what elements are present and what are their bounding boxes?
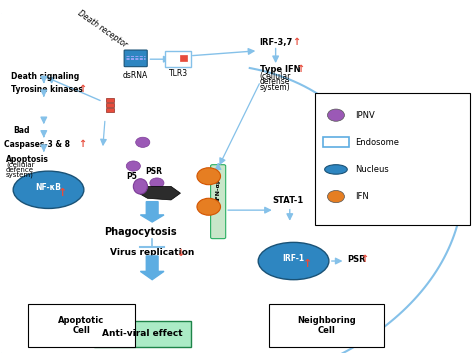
Text: IRF-1: IRF-1 bbox=[283, 254, 305, 263]
Circle shape bbox=[150, 178, 164, 188]
Text: PSR: PSR bbox=[348, 255, 366, 264]
Text: ↑: ↑ bbox=[360, 254, 369, 264]
FancyBboxPatch shape bbox=[323, 137, 349, 147]
Text: (cellular: (cellular bbox=[260, 72, 291, 81]
FancyArrow shape bbox=[140, 256, 164, 280]
Ellipse shape bbox=[13, 171, 84, 209]
Text: ↓: ↓ bbox=[176, 247, 184, 258]
Circle shape bbox=[328, 190, 345, 203]
Text: ↑: ↑ bbox=[296, 64, 304, 74]
Text: defense: defense bbox=[260, 78, 290, 86]
Text: Phagocytosis: Phagocytosis bbox=[104, 227, 177, 237]
Circle shape bbox=[328, 109, 345, 121]
Text: (cellular: (cellular bbox=[6, 162, 35, 168]
Text: Apoptotic
Cell: Apoptotic Cell bbox=[58, 316, 105, 335]
Text: Type IFN: Type IFN bbox=[260, 65, 300, 74]
Text: IFN: IFN bbox=[355, 192, 369, 201]
FancyBboxPatch shape bbox=[210, 165, 226, 239]
Text: dsRNA: dsRNA bbox=[123, 71, 148, 80]
Text: Bad: Bad bbox=[13, 126, 30, 135]
FancyBboxPatch shape bbox=[124, 50, 147, 67]
Text: ↑: ↑ bbox=[303, 259, 312, 269]
FancyBboxPatch shape bbox=[269, 304, 384, 347]
Text: Virus replication: Virus replication bbox=[110, 248, 194, 257]
Text: defence: defence bbox=[6, 167, 34, 173]
FancyBboxPatch shape bbox=[94, 321, 191, 347]
Ellipse shape bbox=[133, 179, 147, 194]
Text: Neighboring
Cell: Neighboring Cell bbox=[297, 316, 356, 335]
Circle shape bbox=[197, 198, 220, 215]
FancyBboxPatch shape bbox=[106, 103, 114, 107]
Text: ↑: ↑ bbox=[292, 37, 300, 47]
Text: Death receptor: Death receptor bbox=[76, 8, 129, 49]
FancyArrow shape bbox=[140, 202, 164, 222]
FancyBboxPatch shape bbox=[28, 304, 135, 347]
Circle shape bbox=[126, 161, 140, 171]
FancyBboxPatch shape bbox=[315, 93, 470, 225]
Text: Anti-viral effect: Anti-viral effect bbox=[102, 330, 183, 338]
Text: Death signaling: Death signaling bbox=[11, 72, 79, 81]
Text: IFN-αβR: IFN-αβR bbox=[216, 172, 221, 200]
Text: Endosome: Endosome bbox=[355, 138, 399, 147]
Text: IPNV: IPNV bbox=[355, 111, 374, 120]
FancyBboxPatch shape bbox=[106, 108, 114, 112]
Polygon shape bbox=[136, 187, 181, 200]
Ellipse shape bbox=[258, 242, 329, 280]
Text: Caspases-3 & 8: Caspases-3 & 8 bbox=[4, 140, 70, 149]
Text: NF-κB: NF-κB bbox=[36, 183, 62, 192]
Text: system): system) bbox=[6, 172, 34, 178]
Text: system): system) bbox=[260, 83, 290, 92]
Text: Apoptosis: Apoptosis bbox=[6, 155, 49, 165]
Text: IRF-3,7: IRF-3,7 bbox=[260, 38, 293, 47]
FancyBboxPatch shape bbox=[181, 56, 187, 61]
Text: P5: P5 bbox=[126, 172, 137, 181]
FancyBboxPatch shape bbox=[106, 98, 114, 102]
Text: ↑: ↑ bbox=[78, 84, 86, 95]
Circle shape bbox=[197, 168, 220, 185]
Text: ↑: ↑ bbox=[78, 139, 86, 149]
Text: Tyrosine kinases: Tyrosine kinases bbox=[11, 85, 82, 94]
Text: STAT-1: STAT-1 bbox=[273, 196, 303, 205]
FancyBboxPatch shape bbox=[165, 51, 191, 67]
Text: PSR: PSR bbox=[145, 167, 162, 176]
Ellipse shape bbox=[325, 165, 347, 174]
Text: ↑: ↑ bbox=[58, 188, 67, 198]
Circle shape bbox=[136, 137, 150, 147]
Text: TLR3: TLR3 bbox=[169, 69, 188, 78]
Text: Nucleus: Nucleus bbox=[355, 165, 389, 174]
